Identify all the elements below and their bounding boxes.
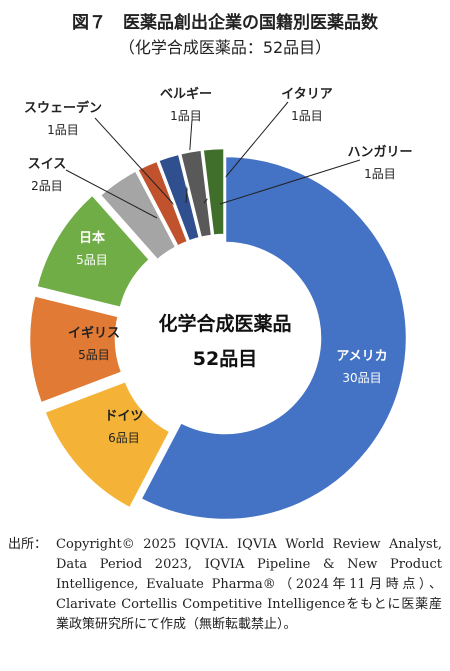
slice-name-label: ドイツ [104,409,143,424]
slice-value-label: 1品目 [364,167,396,181]
leader-line-5 [65,169,158,219]
slice-value-label: 5品目 [78,348,110,362]
donut-slice-3 [27,293,124,405]
donut-slice-4 [34,192,152,310]
slice-value-label: 1品目 [291,109,323,123]
leader-line-9 [219,159,361,205]
slice-name-label: イギリス [68,325,120,341]
slice-value-label: 1品目 [170,109,202,123]
donut-slice-1 [138,154,409,522]
slice-value-label: 30品目 [342,371,381,385]
leader-line-6 [94,117,178,209]
slice-name-label: スイス [28,157,67,172]
donut-slice-2 [42,379,173,511]
source-text: Copyright© 2025 IQVIA. IQVIA World Revie… [56,537,442,632]
slice-value-label: 6品目 [108,431,140,445]
source-label: 出所： [8,537,48,552]
source-note: 出所： Copyright© 2025 IQVIA. IQVIA World R… [8,535,442,635]
slice-name-label: スウェーデン [24,100,102,116]
center-value: 52品目 [193,348,257,370]
slice-name-label: イタリア [281,87,332,102]
slice-value-label: 1品目 [47,123,79,137]
slice-name-label: ベルギー [160,86,212,102]
slice-name-label: ハンガリー [347,145,412,160]
slice-value-label: 2品目 [31,179,63,193]
chart-subtitle: （化学合成医薬品：52品目） [118,38,332,57]
center-title: 化学合成医薬品 [158,312,291,335]
donut-slice-5 [98,168,178,263]
slice-name-label: アメリカ [336,349,387,364]
chart-title: 図７ 医薬品創出企業の国籍別医薬品数 [72,13,378,33]
donut-slice-9 [201,146,226,238]
slice-name-label: 日本 [79,230,105,246]
slice-value-label: 5品目 [76,253,108,267]
